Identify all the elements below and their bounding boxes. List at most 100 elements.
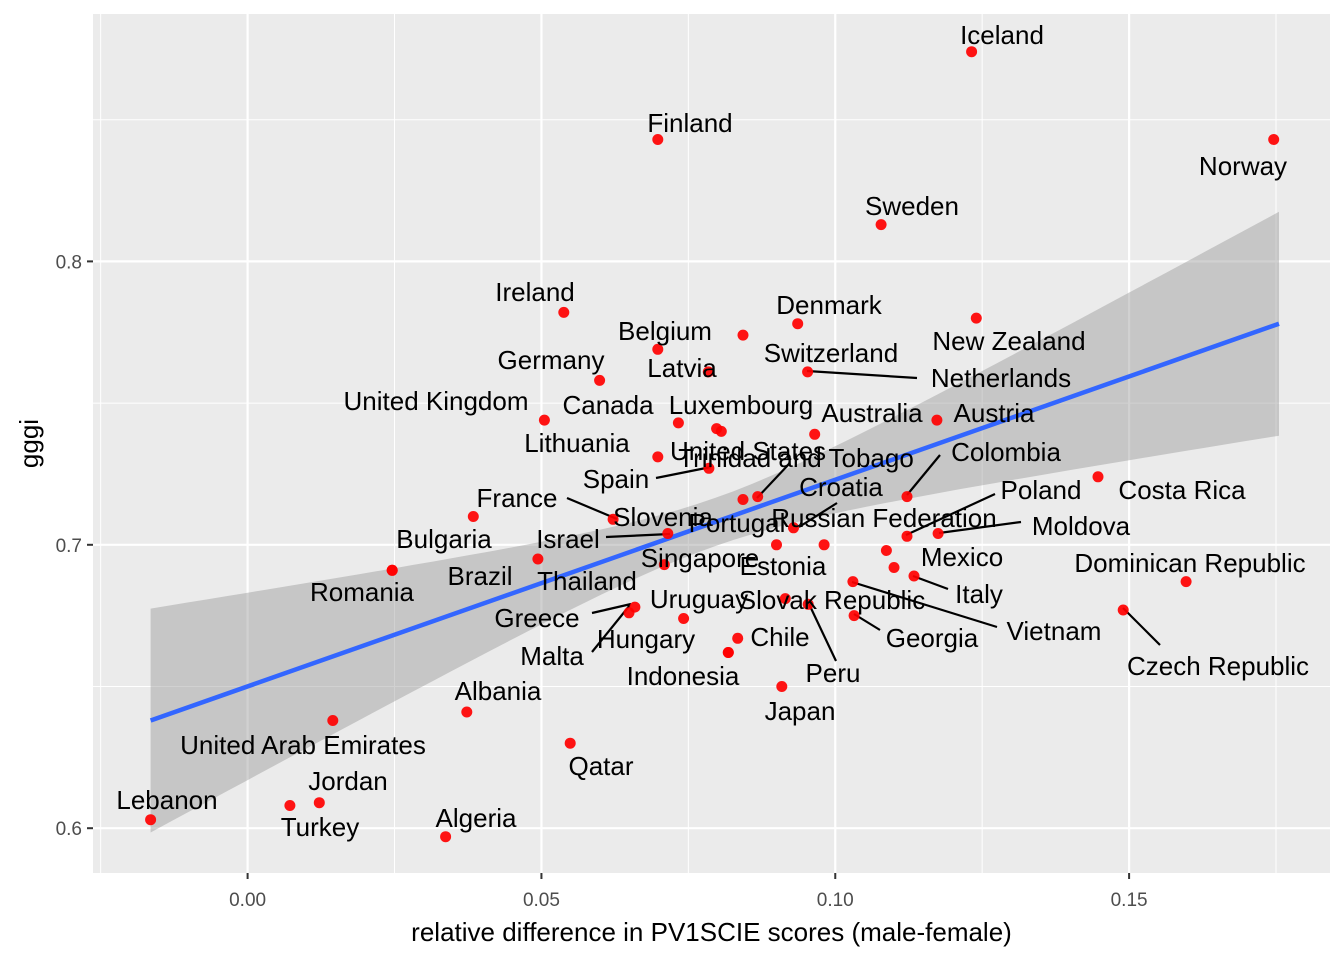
point-label-united-kingdom: United Kingdom	[344, 386, 529, 416]
label-connector	[566, 496, 618, 521]
data-point-united-states	[711, 423, 723, 435]
data-point-netherlands	[802, 366, 814, 378]
point-label-iceland: Iceland	[960, 20, 1044, 50]
data-point-uruguay	[678, 613, 690, 624]
point-label-algeria: Algeria	[436, 803, 517, 833]
point-label-denmark: Denmark	[776, 290, 882, 320]
point-label-colombia: Colombia	[951, 437, 1061, 467]
point-label-norway: Norway	[1199, 151, 1287, 181]
data-point-colombia	[901, 491, 913, 503]
data-point-spain	[703, 462, 715, 474]
point-label-estonia: Estonia	[740, 551, 827, 581]
data-point-jordan	[313, 797, 325, 809]
fit-line-layer	[149, 321, 1280, 723]
data-point-latvia	[652, 343, 664, 355]
point-label-croatia: Croatia	[799, 472, 883, 502]
point-label-netherlands: Netherlands	[931, 363, 1071, 393]
point-label-dominican-republic: Dominican Republic	[1074, 548, 1305, 578]
data-point-australia	[809, 428, 821, 440]
point-label-portugal: Portugal	[689, 508, 786, 538]
point-label-czech-republic: Czech Republic	[1127, 651, 1309, 681]
point-label-uruguay: Uruguay	[650, 584, 748, 614]
point-label-italy: Italy	[955, 579, 1003, 609]
point-label-spain: Spain	[583, 464, 650, 494]
data-point-slovenia	[607, 513, 619, 525]
point-label-israel: Israel	[536, 524, 600, 554]
label-connector	[605, 532, 671, 539]
label-connector	[591, 602, 632, 615]
point-label-russian-federation: Russian Federation	[771, 503, 996, 533]
plot-panel	[93, 14, 1330, 873]
data-point-trinidad-and-tobago	[752, 491, 764, 503]
label-connector-layer	[566, 369, 1161, 662]
point-labels-layer: Iceland Finland Norway Sweden Ireland Denmark…	[116, 20, 1309, 842]
point-label-georgia: Georgia	[886, 623, 979, 653]
point-label-peru: Peru	[806, 658, 861, 688]
point-label-brazil: Brazil	[447, 561, 512, 591]
major-gridlines	[93, 14, 1330, 873]
point-label-luxembourg: Luxembourg	[669, 390, 814, 420]
data-point-russian-federation	[788, 522, 799, 534]
data-point-romania	[386, 564, 398, 576]
point-label-greece: Greece	[494, 603, 579, 633]
point-label-canada: Canada	[562, 390, 654, 420]
data-point-chile	[732, 632, 744, 644]
data-point-algeria	[440, 831, 452, 843]
x-tick-label: 0.05	[523, 890, 560, 911]
data-point-ireland	[558, 306, 570, 318]
data-point-italy	[908, 570, 920, 582]
data-point-brazil	[658, 559, 670, 571]
y-tick-label: 0.6	[56, 819, 82, 840]
point-label-albania: Albania	[455, 676, 542, 706]
label-connector	[756, 463, 790, 499]
label-connector	[806, 369, 918, 380]
data-point-lithuania	[652, 451, 664, 463]
data-point-canada	[672, 417, 684, 429]
data-point-germany	[594, 374, 606, 386]
label-connector	[851, 580, 998, 629]
y-tick-label: 0.8	[56, 252, 82, 273]
data-point-costa-rica	[1092, 471, 1104, 483]
data-point-iceland	[966, 46, 978, 58]
regression-line	[149, 321, 1280, 723]
data-point-peru	[802, 598, 814, 610]
data-point-new-zealand	[970, 312, 982, 324]
point-label-lebanon: Lebanon	[116, 785, 217, 815]
point-label-united-arab-emirates: United Arab Emirates	[180, 730, 426, 760]
x-tick-label: 0.15	[1111, 890, 1148, 911]
point-label-trinidad-and-tobago: Trinidad and Tobago	[678, 443, 914, 473]
axis-tick-labels: 0.00 0.05 0.10 0.15 0.6 0.7 0.8	[56, 252, 1148, 911]
point-label-united-states: United States	[670, 436, 826, 466]
y-axis-title: gggi	[14, 419, 44, 468]
point-label-malta: Malta	[520, 641, 584, 671]
point-label-lithuania: Lithuania	[524, 428, 630, 458]
data-point-switzerland	[702, 366, 714, 378]
point-label-japan: Japan	[765, 696, 836, 726]
label-connector	[798, 502, 838, 528]
data-point-thailand	[818, 539, 830, 551]
point-label-belgium: Belgium	[618, 316, 712, 346]
data-point-norway	[1268, 134, 1280, 145]
point-label-sweden: Sweden	[865, 191, 959, 221]
data-point-belgium	[737, 329, 749, 341]
data-point-israel	[532, 553, 544, 565]
data-point-united-arab-emirates	[327, 715, 339, 726]
point-label-switzerland: Switzerland	[764, 338, 898, 368]
y-tick-label: 0.7	[56, 536, 82, 557]
point-label-jordan: Jordan	[308, 766, 388, 796]
data-point-malta	[623, 607, 635, 619]
point-label-costa-rica: Costa Rica	[1118, 475, 1246, 505]
label-connector	[808, 603, 837, 662]
point-label-turkey: Turkey	[281, 812, 360, 842]
x-axis-title: relative difference in PV1SCIE scores (m…	[411, 917, 1012, 947]
data-point-estonia	[888, 562, 900, 573]
label-connector	[1122, 607, 1161, 646]
label-connector	[938, 520, 1022, 535]
point-label-thailand: Thailand	[537, 566, 637, 596]
point-label-bulgaria: Bulgaria	[396, 524, 492, 554]
label-connector	[905, 493, 996, 536]
label-connector	[655, 465, 712, 480]
data-point-czech-republic	[1117, 604, 1129, 616]
x-tick-label: 0.00	[229, 890, 266, 911]
